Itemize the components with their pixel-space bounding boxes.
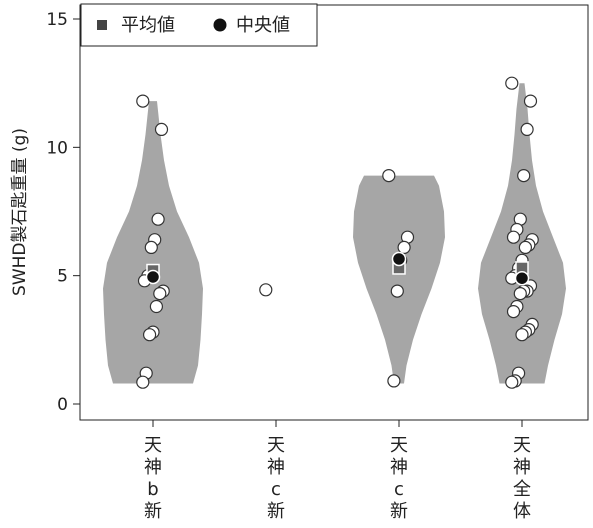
data-point [515, 328, 529, 342]
legend-median-label: 中央値 [236, 15, 290, 36]
data-point [144, 240, 158, 254]
median-marker [514, 270, 530, 286]
x-tick-label: c [394, 479, 404, 500]
data-point [517, 169, 531, 183]
x-tick-label: 天 [144, 435, 162, 456]
data-point [520, 122, 534, 136]
x-tick-label: 神 [390, 457, 408, 478]
violin-layer [103, 83, 566, 384]
y-tick-label: 15 [46, 10, 68, 30]
median-marker [391, 251, 407, 267]
x-tick-label: 神 [267, 457, 285, 478]
data-point [153, 287, 167, 301]
data-point [390, 284, 404, 298]
plot-frame [79, 4, 589, 421]
x-tick-label: 天 [267, 435, 285, 456]
y-tick-label: 0 [57, 395, 68, 415]
data-point [382, 169, 396, 183]
x-tick-label: 新 [144, 501, 162, 522]
data-point [259, 283, 273, 297]
data-point [149, 299, 163, 314]
data-point [154, 122, 169, 136]
data-point [506, 230, 521, 244]
data-point [505, 375, 519, 389]
data-point [506, 305, 521, 319]
stats-layer [145, 251, 530, 286]
x-tick-label: 神 [144, 457, 162, 478]
x-tick-label: 新 [390, 501, 408, 522]
data-point [143, 328, 157, 342]
data-point [136, 94, 150, 108]
x-tick-label: 神 [513, 457, 531, 478]
data-point [523, 94, 538, 108]
points-layer [136, 76, 539, 389]
x-tick-label: 新 [267, 501, 285, 522]
x-tick-label: 全 [513, 479, 531, 500]
legend: 平均値 中央値 [80, 3, 318, 47]
data-point [387, 374, 401, 388]
x-tick-label: c [271, 479, 281, 500]
data-point [513, 287, 527, 301]
data-point [518, 240, 533, 254]
legend-median-marker [213, 18, 227, 32]
data-point [397, 240, 411, 254]
y-axis-label: SWHD製石匙重量 (g) [10, 128, 30, 296]
x-tick-label: b [147, 479, 158, 500]
legend-mean-marker [97, 20, 107, 30]
x-tick-label: 天 [390, 435, 408, 456]
violin-shape [353, 175, 445, 384]
data-point [151, 212, 165, 226]
legend-mean-label: 平均値 [121, 15, 175, 36]
data-point [505, 76, 519, 90]
x-tick-label: 天 [513, 435, 531, 456]
data-point [136, 375, 150, 389]
y-tick-label: 5 [57, 267, 68, 287]
median-marker [145, 269, 161, 285]
x-tick-label: 体 [513, 501, 531, 522]
y-tick-label: 10 [46, 138, 68, 158]
legend-box [80, 3, 318, 47]
